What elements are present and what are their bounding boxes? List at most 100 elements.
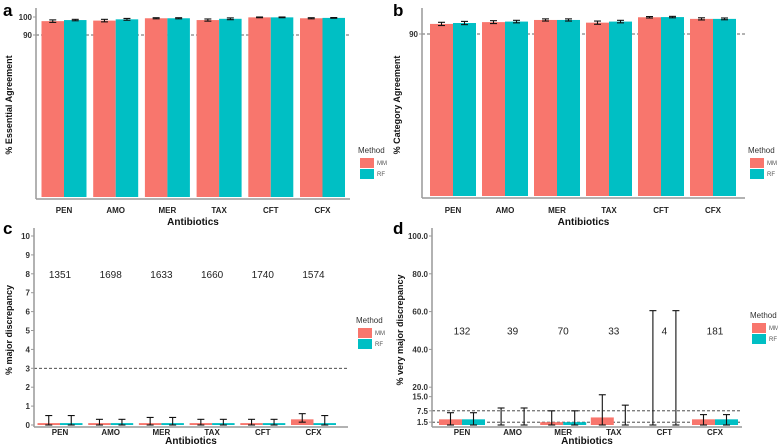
- y-tick-label: 1.5: [417, 418, 429, 427]
- bar-RF-CFT: [270, 17, 294, 197]
- x-tick-label: CFT: [653, 206, 669, 215]
- count-label: 1740: [252, 270, 275, 281]
- legend-title: Method: [358, 146, 385, 155]
- legend-label-RF: RF: [375, 342, 383, 348]
- legend-title: Method: [750, 311, 777, 320]
- legend-label-MM: MM: [767, 161, 777, 167]
- bar-MM-MER: [144, 18, 168, 198]
- x-tick-label: TAX: [601, 206, 617, 215]
- error-bar-RF-TAX: [226, 17, 234, 21]
- bar-MM-AMO: [93, 20, 116, 197]
- panel-letter: b: [393, 1, 403, 20]
- bar-MM-CFT: [638, 17, 661, 197]
- error-bar-RF-AMO: [118, 418, 126, 426]
- x-tick-label: MER: [159, 206, 177, 215]
- legend-swatch-RF: [750, 169, 764, 179]
- y-tick-label: 2: [26, 383, 31, 392]
- error-bar-MM-CFT: [248, 418, 256, 426]
- error-bar-RF-CFX: [321, 414, 329, 426]
- y-axis-title: % major discrepancy: [4, 285, 14, 375]
- bar-RF-PEN: [453, 23, 476, 196]
- error-bar-MM-TAX: [204, 18, 212, 22]
- x-tick-label: PEN: [56, 206, 73, 215]
- x-tick-label: CFX: [707, 428, 724, 437]
- error-bar-RF-CFX: [723, 414, 730, 426]
- error-bar-RF-CFT: [270, 418, 278, 426]
- error-bar-RF-AMO: [520, 407, 528, 426]
- legend-label-MM: MM: [375, 331, 385, 337]
- bar-RF-AMO: [505, 21, 528, 196]
- y-tick-label: 6: [26, 308, 31, 317]
- y-tick-label: 1: [26, 402, 31, 411]
- error-bar-RF-CFX: [721, 17, 728, 21]
- x-tick-label: TAX: [606, 428, 622, 437]
- error-bar-MM-MER: [152, 17, 160, 20]
- error-bar-RF-MER: [169, 416, 177, 426]
- legend-swatch-MM: [750, 158, 764, 168]
- legend-swatch-RF: [752, 334, 766, 344]
- bar-MM-CFX: [300, 18, 323, 198]
- y-tick-label: 10: [21, 232, 30, 241]
- error-bar-MM-PEN: [49, 19, 57, 23]
- error-bar-RF-PEN: [470, 412, 477, 426]
- legend: Method MM RF: [750, 311, 778, 344]
- x-tick-label: AMO: [496, 206, 515, 215]
- x-tick-label: PEN: [445, 206, 462, 215]
- y-tick-label: 90: [409, 30, 418, 39]
- bar-MM-PEN: [430, 23, 453, 197]
- error-bar-RF-CFX: [330, 16, 338, 19]
- y-tick-label: 4: [26, 345, 31, 354]
- bar-RF-CFT: [661, 17, 684, 196]
- bar-MM-TAX: [196, 20, 220, 198]
- error-bar-RF-AMO: [513, 19, 520, 24]
- count-label: 1698: [100, 270, 123, 281]
- error-bar-RF-TAX: [617, 19, 624, 24]
- legend-label-MM: MM: [377, 161, 387, 167]
- y-tick-label: 90: [23, 31, 32, 40]
- error-bar-MM-MER: [146, 416, 154, 426]
- count-label: 1660: [201, 270, 224, 281]
- panel-letter: c: [3, 219, 12, 238]
- x-tick-label: CFX: [705, 206, 722, 215]
- bar-RF-CFX: [322, 17, 345, 198]
- legend-title: Method: [748, 146, 775, 155]
- count-label: 39: [507, 327, 519, 338]
- error-bar-MM-CFT: [649, 310, 657, 426]
- panel-a: a PEN AMO MER TAX CFT CFX 90 100 Antibiotics % Ess…: [3, 1, 387, 228]
- legend-label-RF: RF: [377, 172, 385, 178]
- panel-c: cPEN1351AMO1698MER1633TAX1660CFT1740CFX1…: [3, 219, 385, 446]
- error-bar-RF-MER: [571, 410, 579, 426]
- count-label: 33: [608, 327, 620, 338]
- x-tick-label: CFT: [657, 428, 673, 437]
- x-tick-label: CFX: [306, 428, 323, 437]
- error-bar-MM-CFX: [307, 17, 315, 20]
- y-tick-label: 60.0: [412, 308, 428, 317]
- error-bar-MM-MER: [542, 18, 549, 22]
- bar-MM-TAX: [586, 22, 609, 196]
- error-bar-MM-MER: [548, 410, 556, 426]
- error-bar-RF-TAX: [621, 404, 629, 426]
- error-bar-MM-TAX: [197, 418, 205, 426]
- panel-letter: a: [3, 1, 13, 20]
- legend-swatch-MM: [358, 328, 372, 338]
- error-bar-MM-AMO: [100, 18, 108, 23]
- y-tick-label: 100: [19, 13, 33, 22]
- bar-RF-MER: [557, 19, 580, 197]
- x-tick-label: AMO: [503, 428, 522, 437]
- error-bar-RF-TAX: [219, 418, 227, 426]
- count-label: 1351: [49, 270, 72, 281]
- x-axis-title: Antibiotics: [165, 436, 217, 446]
- error-bar-RF-PEN: [461, 20, 468, 26]
- legend-label-MM: MM: [769, 326, 778, 332]
- x-tick-label: MER: [153, 428, 171, 437]
- y-tick-label: 100.0: [408, 232, 429, 241]
- x-tick-label: TAX: [204, 428, 220, 437]
- x-tick-label: CFX: [315, 206, 332, 215]
- error-bar-RF-CFT: [672, 310, 680, 426]
- x-tick-label: MER: [554, 428, 572, 437]
- error-bar-RF-MER: [565, 18, 572, 22]
- legend-label-RF: RF: [769, 337, 777, 343]
- legend: Method MM RF: [356, 316, 385, 349]
- legend: Method MM RF: [358, 146, 387, 179]
